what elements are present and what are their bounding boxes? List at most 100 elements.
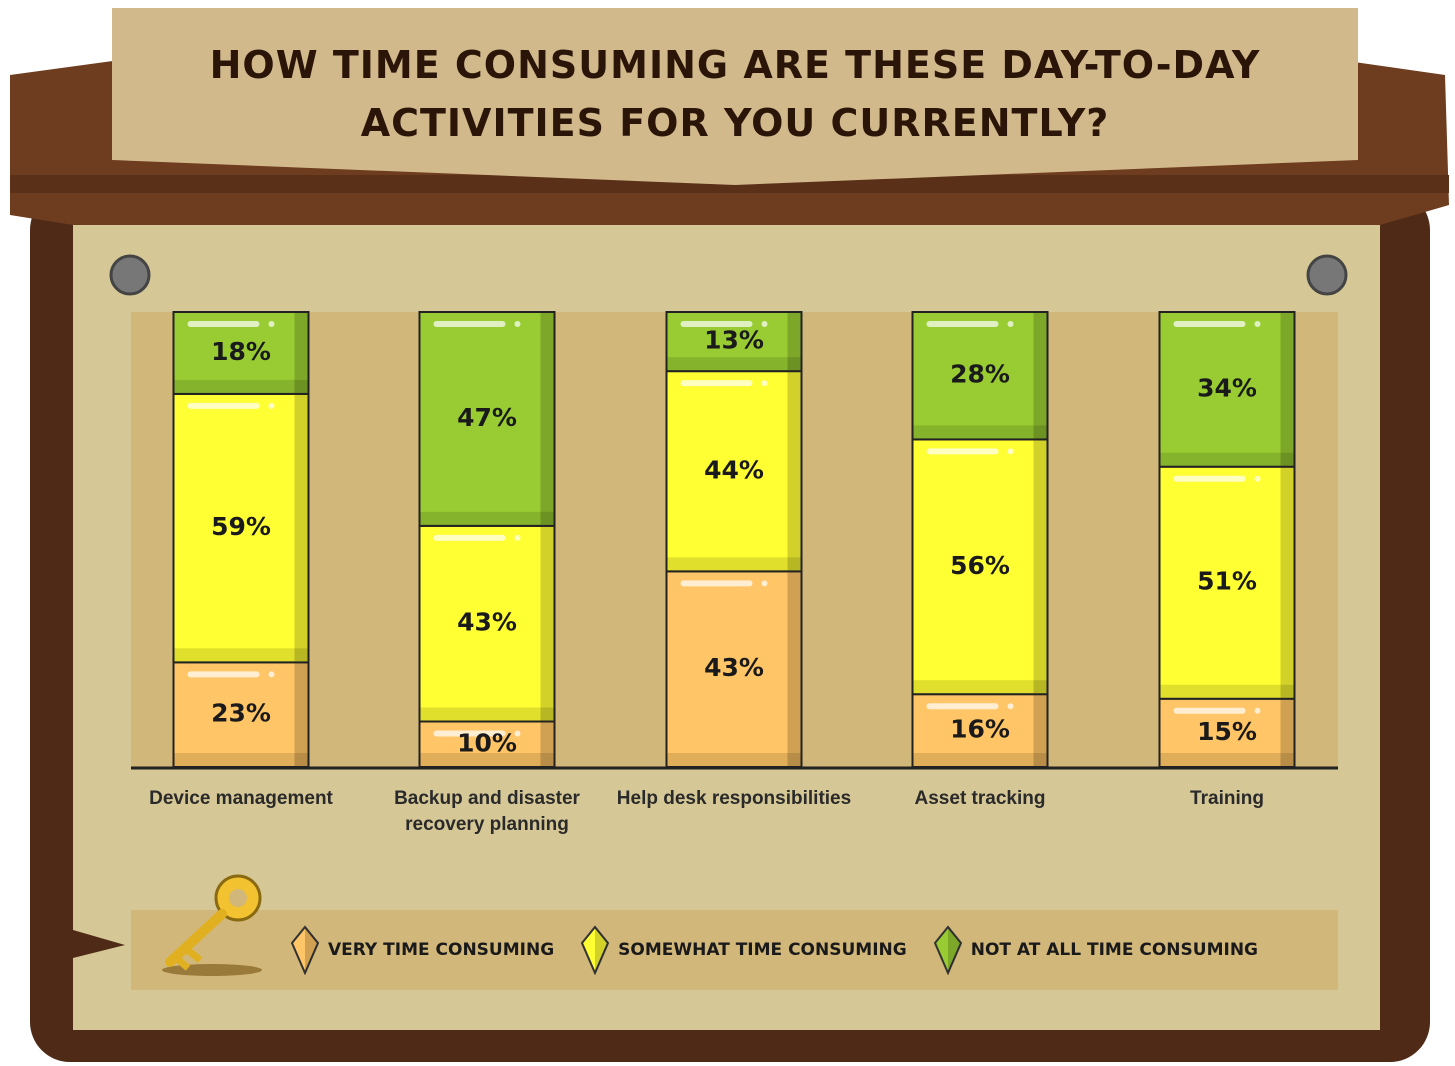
x-tick-label: Help desk responsibilities [616, 788, 852, 809]
bar-segment-group: 15% [1158, 697, 1296, 768]
bar-segment-group: 51% [1158, 465, 1296, 700]
segment-shine [761, 380, 768, 387]
legend-swatch [933, 925, 962, 975]
bar-segment [1158, 465, 1296, 700]
value-label: 10% [457, 728, 517, 757]
value-label: 43% [704, 653, 764, 682]
bar-segment-group: 18% [172, 311, 310, 395]
segment-shade [294, 663, 308, 766]
banner [112, 8, 1358, 185]
segment-shade [667, 357, 801, 371]
bar-segment-group: 47% [418, 311, 556, 527]
segment-shine [514, 321, 521, 327]
segment-shade [1160, 753, 1294, 766]
legend-label: Somewhat time consuming [618, 940, 907, 960]
segment-shade [174, 648, 308, 662]
bar-segment [172, 661, 310, 768]
gem [580, 925, 610, 975]
bar-segment-group: 56% [911, 438, 1049, 696]
bar-segment [1158, 311, 1296, 468]
segment-shade [787, 313, 801, 371]
bar-segment [665, 370, 803, 573]
legend-item: Very time consuming [290, 925, 554, 975]
segment-shine [926, 703, 999, 710]
segment-shade [913, 680, 1047, 694]
segment-shade [420, 753, 554, 766]
value-label: 56% [950, 551, 1010, 580]
segment-shine [268, 671, 275, 678]
segment-shade [420, 511, 554, 525]
segment-shine [1173, 707, 1246, 714]
segment-shine [514, 730, 521, 737]
segment-shade [420, 707, 554, 721]
value-label: 59% [211, 512, 271, 541]
segment-shine [926, 321, 999, 327]
bar-segment-group: 10% [418, 720, 556, 768]
segment-shine [1254, 707, 1261, 714]
segment-shade [540, 722, 554, 766]
legend: Very time consuming Somewhat time consumi… [290, 922, 1258, 978]
segment-shine [926, 448, 999, 455]
bar-segment [911, 438, 1049, 696]
segment-shine [1007, 703, 1014, 710]
segment-shade [174, 753, 308, 766]
segment-shade [540, 313, 554, 525]
value-label: 47% [457, 403, 517, 432]
segment-shade [913, 753, 1047, 766]
legend-label: Very time consuming [328, 940, 555, 960]
x-tick-label: Backup and disaster recovery planning [394, 788, 580, 835]
segment-shade [1033, 695, 1047, 766]
value-label: 51% [1197, 567, 1257, 596]
segment-shine [680, 380, 753, 387]
value-label: 18% [211, 337, 271, 366]
gem-shade [305, 927, 318, 973]
legend-box [131, 910, 1338, 990]
value-label: 15% [1197, 717, 1257, 746]
segment-shade [787, 572, 801, 766]
segment-shine [187, 402, 260, 409]
segment-shine [187, 671, 260, 678]
segment-shine [761, 321, 768, 327]
segment-shade [540, 526, 554, 721]
bar-segment-group: 28% [911, 311, 1049, 441]
segment-shine [1254, 321, 1261, 327]
segment-shade [294, 394, 308, 662]
bar-segment [911, 311, 1049, 441]
bar-segment [418, 720, 556, 768]
segment-shade [1033, 440, 1047, 694]
value-label: 43% [457, 608, 517, 637]
segment-shine [433, 534, 506, 541]
bar-segment [665, 570, 803, 768]
segment-shine [1007, 448, 1014, 455]
value-label: 34% [1197, 373, 1257, 402]
value-label: 44% [704, 455, 764, 484]
value-label: 13% [704, 326, 764, 355]
segment-shine [1007, 321, 1014, 327]
segment-shade [1033, 313, 1047, 439]
x-tick-label: Device management [149, 788, 333, 809]
gem-shade [947, 927, 961, 973]
segment-shade [1160, 452, 1294, 466]
key-icon [162, 874, 262, 976]
segment-shine [680, 580, 753, 587]
value-label: 28% [950, 360, 1010, 389]
segment-shine [433, 730, 506, 737]
legend-label: Not at all time consuming [970, 940, 1259, 960]
value-label: 16% [950, 715, 1010, 744]
bar-segment-group: 43% [418, 524, 556, 723]
segment-shine [268, 321, 275, 327]
segment-shine [1173, 475, 1246, 482]
legend-item: Not at all time consuming [933, 925, 1258, 975]
segment-shine [1254, 475, 1261, 482]
segment-shine [268, 402, 275, 409]
segment-shade [667, 753, 801, 766]
segment-shine [187, 321, 260, 327]
legend-item: Somewhat time consuming [580, 925, 907, 975]
flag [73, 930, 125, 958]
bar-segment-group: 16% [911, 693, 1049, 769]
segment-shine [680, 321, 753, 327]
segment-shade [294, 313, 308, 393]
gem [933, 925, 962, 975]
segment-shade [1280, 313, 1294, 466]
